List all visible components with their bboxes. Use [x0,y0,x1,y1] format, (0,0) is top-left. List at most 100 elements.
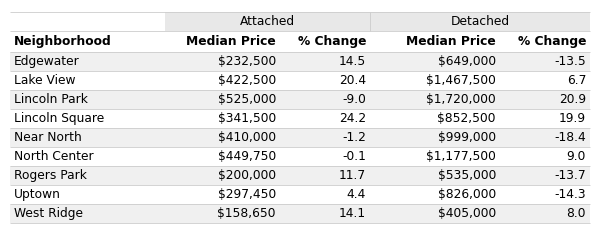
Text: -18.4: -18.4 [554,131,586,144]
Text: 4.4: 4.4 [347,188,366,201]
Text: $1,177,500: $1,177,500 [426,150,496,163]
Bar [10,166,165,185]
Text: $405,000: $405,000 [438,207,496,220]
Text: $232,500: $232,500 [218,55,276,68]
Bar [165,71,280,90]
Bar [165,128,280,147]
Bar [370,185,500,204]
Bar [500,31,590,52]
Text: -14.3: -14.3 [554,188,586,201]
Text: 9.0: 9.0 [566,150,586,163]
Bar [10,185,165,204]
Bar [10,204,165,223]
Bar [370,128,500,147]
Text: $535,000: $535,000 [437,169,496,182]
Text: % Change: % Change [298,35,366,48]
Bar [165,109,280,128]
Bar [500,147,590,166]
Text: Median Price: Median Price [186,35,276,48]
Text: 11.7: 11.7 [339,169,366,182]
Text: -13.5: -13.5 [554,55,586,68]
Bar [10,147,165,166]
Text: Edgewater: Edgewater [14,55,80,68]
Text: North Center: North Center [14,150,94,163]
Text: Rogers Park: Rogers Park [14,169,87,182]
Bar [165,166,280,185]
Text: $1,467,500: $1,467,500 [426,74,496,87]
Bar [370,12,590,31]
Bar [165,147,280,166]
Text: -9.0: -9.0 [342,93,366,106]
Bar [10,109,165,128]
Text: $297,450: $297,450 [218,188,276,201]
Text: $422,500: $422,500 [218,74,276,87]
Text: Median Price: Median Price [406,35,496,48]
Bar [165,204,280,223]
Text: $200,000: $200,000 [218,169,276,182]
Text: $525,000: $525,000 [218,93,276,106]
Bar [10,71,165,90]
Bar [280,185,370,204]
Text: % Change: % Change [517,35,586,48]
Bar [500,52,590,71]
Bar [280,90,370,109]
Text: $852,500: $852,500 [437,112,496,125]
Text: $341,500: $341,500 [218,112,276,125]
Text: -0.1: -0.1 [342,150,366,163]
Text: West Ridge: West Ridge [14,207,83,220]
Text: Uptown: Uptown [14,188,61,201]
Bar [10,12,165,31]
Bar [10,90,165,109]
Bar [165,52,280,71]
Bar [370,109,500,128]
Text: Neighborhood: Neighborhood [14,35,112,48]
Bar [370,90,500,109]
Bar [10,52,165,71]
Text: 6.7: 6.7 [566,74,586,87]
Bar [500,128,590,147]
Text: $826,000: $826,000 [438,188,496,201]
Bar [370,147,500,166]
Bar [500,71,590,90]
Bar [500,90,590,109]
Bar [500,185,590,204]
Text: Near North: Near North [14,131,82,144]
Text: $999,000: $999,000 [438,131,496,144]
Bar [370,71,500,90]
Bar [280,147,370,166]
Text: -13.7: -13.7 [554,169,586,182]
Bar [280,71,370,90]
Text: Detached: Detached [451,15,509,28]
Bar [280,109,370,128]
Bar [165,90,280,109]
Text: 24.2: 24.2 [339,112,366,125]
Bar [280,204,370,223]
Bar [280,31,370,52]
Bar [500,109,590,128]
Text: $649,000: $649,000 [438,55,496,68]
Text: $410,000: $410,000 [218,131,276,144]
Bar [280,128,370,147]
Bar [10,128,165,147]
Text: Lake View: Lake View [14,74,76,87]
Text: 14.1: 14.1 [339,207,366,220]
Text: 20.4: 20.4 [339,74,366,87]
Text: -1.2: -1.2 [342,131,366,144]
Text: 20.9: 20.9 [559,93,586,106]
Text: $449,750: $449,750 [218,150,276,163]
Bar [370,204,500,223]
Bar [10,31,165,52]
Text: $1,720,000: $1,720,000 [426,93,496,106]
Bar [370,52,500,71]
Text: Lincoln Park: Lincoln Park [14,93,88,106]
Bar [370,166,500,185]
Text: $158,650: $158,650 [218,207,276,220]
Bar [500,204,590,223]
Text: Lincoln Square: Lincoln Square [14,112,104,125]
Bar [500,166,590,185]
Bar [165,185,280,204]
Bar [370,31,500,52]
Text: Attached: Attached [240,15,295,28]
Bar [165,31,280,52]
Bar [280,166,370,185]
